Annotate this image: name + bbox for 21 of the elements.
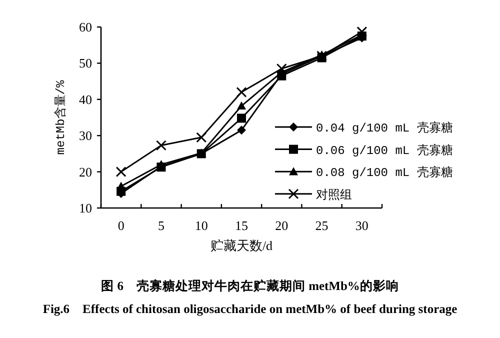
legend-label: 对照组 — [316, 188, 352, 202]
x-tick-label: 15 — [235, 218, 248, 233]
x-tick-label: 20 — [275, 218, 288, 233]
x-tick-label: 25 — [315, 218, 328, 233]
legend-label: 0.08 g/100 mL 壳寡糖 — [316, 165, 453, 180]
y-tick-label: 60 — [79, 20, 92, 34]
y-axis-title: metMb含量/% — [54, 80, 68, 155]
y-tick-label: 30 — [79, 128, 92, 144]
x-tick-label: 0 — [118, 218, 124, 233]
y-tick-label: 50 — [79, 56, 92, 71]
text: Fig.6 Effects of chitosan oligosaccharide on metMb% of beef during storage — [42, 302, 458, 316]
x-axis-title: 贮藏天数/d — [210, 238, 274, 253]
y-tick-label: 20 — [79, 164, 92, 180]
x-tick-label: 30 — [355, 218, 368, 233]
legend-label: 0.04 g/100 mL 壳寡糖 — [316, 120, 453, 136]
y-tick-label: 40 — [79, 92, 92, 107]
legend-label: 0.06 g/100 mL 壳寡糖 — [316, 142, 453, 158]
x-tick-label: 10 — [194, 218, 208, 233]
y-tick-label: 10 — [79, 200, 92, 216]
text: 图 6 壳寡糖处理对牛肉在贮藏期间 metMb%的影响 — [101, 278, 399, 293]
x-tick-label: 5 — [158, 218, 164, 233]
